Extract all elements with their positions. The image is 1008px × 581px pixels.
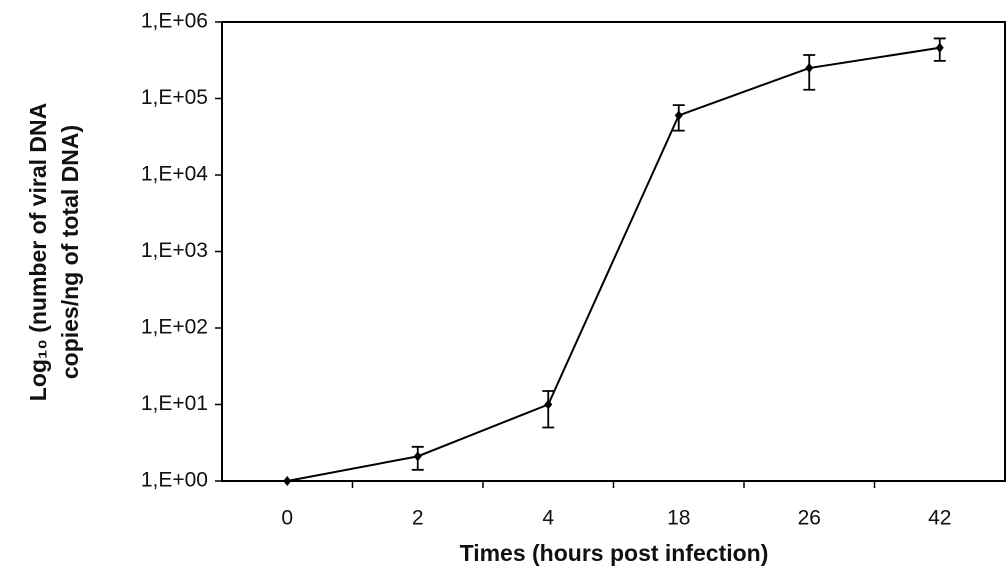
x-tick-label: 4 bbox=[542, 507, 554, 530]
y-tick-label: 1,E+01 bbox=[141, 392, 208, 415]
point bbox=[674, 110, 683, 121]
y-axis-title-line: Log₁₀ (number of viral DNA bbox=[25, 103, 51, 401]
point bbox=[544, 399, 553, 410]
plot-frame bbox=[221, 21, 1006, 482]
x-tick-label: 2 bbox=[412, 507, 424, 530]
x-tick-label: 0 bbox=[281, 507, 293, 530]
line bbox=[287, 46, 940, 482]
point bbox=[413, 451, 422, 462]
y-tick-label: 1,E+04 bbox=[141, 163, 208, 186]
x-tick-label: 26 bbox=[798, 507, 821, 530]
point bbox=[805, 63, 814, 74]
y-tick-label: 1,E+02 bbox=[141, 316, 208, 339]
point bbox=[283, 476, 292, 486]
y-axis-title-line: copies/ng of total DNA) bbox=[57, 125, 83, 379]
x-tick-label: 18 bbox=[667, 507, 690, 530]
y-axis-title: Log₁₀ (number of viral DNA copies/ng of … bbox=[25, 103, 83, 401]
y-tick-label: 1,E+06 bbox=[141, 10, 208, 33]
x-tick-label: 42 bbox=[928, 507, 951, 530]
y-tick-label: 1,E+03 bbox=[141, 239, 208, 262]
y-tick-label: 1,E+00 bbox=[141, 469, 208, 492]
point bbox=[935, 42, 944, 53]
y-tick-label: 1,E+05 bbox=[141, 86, 208, 109]
x-axis-title: Times (hours post infection) bbox=[460, 540, 769, 566]
